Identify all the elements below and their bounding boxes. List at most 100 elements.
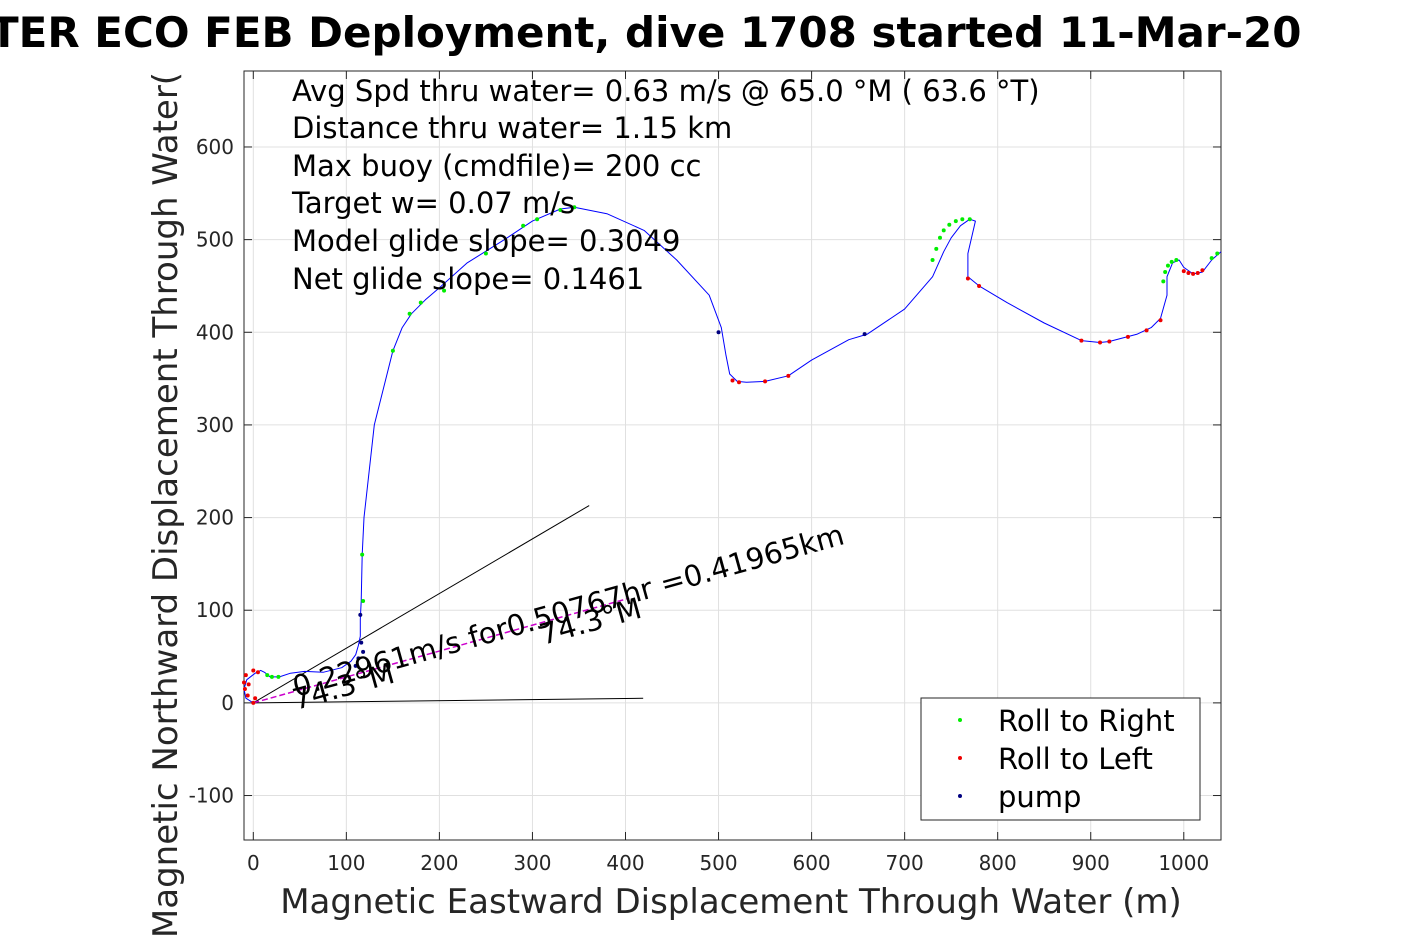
x-tick-label: 300 bbox=[513, 851, 551, 875]
roll-right-point bbox=[1163, 270, 1168, 275]
y-tick-label: 300 bbox=[196, 413, 234, 437]
roll-right-point bbox=[1165, 263, 1170, 268]
roll-left-point bbox=[1125, 334, 1130, 339]
pump-point bbox=[359, 640, 364, 645]
roll-right-point bbox=[265, 673, 270, 678]
roll-left-point bbox=[243, 673, 248, 678]
roll-right-point bbox=[967, 217, 972, 222]
roll-right-point bbox=[418, 300, 423, 305]
roll-left-point bbox=[242, 686, 247, 691]
roll-right-point bbox=[1169, 259, 1174, 264]
roll-right-point bbox=[953, 219, 958, 224]
x-tick-label: 200 bbox=[420, 851, 458, 875]
x-tick-label: 800 bbox=[979, 851, 1017, 875]
roll-right-point bbox=[407, 311, 412, 316]
roll-right-point bbox=[442, 288, 447, 293]
pump-point bbox=[361, 649, 366, 654]
roll-left-point bbox=[1107, 339, 1112, 344]
legend-label-roll-right: Roll to Right bbox=[998, 704, 1175, 738]
roll-right-point bbox=[535, 217, 540, 222]
y-tick-label: 500 bbox=[196, 228, 234, 252]
roll-left-point bbox=[1158, 318, 1163, 323]
pump-point bbox=[862, 332, 867, 337]
roll-left-point bbox=[977, 283, 982, 288]
x-tick-label: 500 bbox=[699, 851, 737, 875]
y-axis-label: Magnetic Northward Displacement Through … bbox=[146, 72, 186, 938]
roll-right-point bbox=[937, 235, 942, 240]
heading-reference-line bbox=[253, 505, 590, 704]
y-tick-label: 600 bbox=[196, 135, 234, 159]
legend-label-roll-left: Roll to Left bbox=[998, 742, 1153, 776]
current-vector-line bbox=[253, 597, 630, 704]
roll-left-point bbox=[1191, 271, 1196, 276]
y-tick-label: 200 bbox=[196, 506, 234, 530]
pump-point bbox=[358, 612, 363, 617]
roll-right-point bbox=[947, 222, 952, 227]
y-tick-label: 400 bbox=[196, 320, 234, 344]
roll-left-point bbox=[255, 670, 260, 675]
roll-right-point bbox=[276, 674, 281, 679]
legend-marker-roll-right bbox=[958, 718, 962, 722]
roll-right-point bbox=[483, 251, 488, 256]
legend: Roll to Right Roll to Left pump bbox=[920, 697, 1201, 821]
stats-annotations: Avg Spd thru water= 0.63 m/s @ 65.0 °M (… bbox=[291, 74, 1040, 296]
roll-right-point bbox=[360, 552, 365, 557]
y-tick-label: 100 bbox=[196, 598, 234, 622]
x-axis-label: Magnetic Eastward Displacement Through W… bbox=[280, 882, 1182, 922]
roll-left-point bbox=[763, 379, 768, 384]
x-tick-label: 600 bbox=[792, 851, 830, 875]
roll-left-point bbox=[245, 693, 250, 698]
roll-right-point bbox=[361, 598, 366, 603]
pump-point bbox=[716, 330, 721, 335]
roll-left-point bbox=[1098, 340, 1103, 345]
x-tick-label: 900 bbox=[1072, 851, 1110, 875]
roll-left-point bbox=[786, 373, 791, 378]
x-tick-label: 100 bbox=[327, 851, 365, 875]
roll-left-point bbox=[242, 680, 246, 685]
heading-reference-line bbox=[253, 697, 644, 704]
x-tick-label: 700 bbox=[886, 851, 924, 875]
x-tick-label: 1000 bbox=[1158, 851, 1209, 875]
roll-right-point bbox=[941, 228, 946, 233]
roll-right-point bbox=[930, 258, 935, 263]
chart-title: TER ECO FEB Deployment, dive 1708 starte… bbox=[0, 8, 1301, 57]
roll-right-point bbox=[1174, 258, 1179, 263]
roll-left-point bbox=[1181, 269, 1186, 274]
annotation-net-glide-slope: Net glide slope= 0.1461 bbox=[292, 262, 644, 296]
roll-left-point bbox=[1079, 338, 1084, 343]
x-tick-label: 400 bbox=[606, 851, 644, 875]
plot-area bbox=[243, 70, 1222, 841]
legend-marker-roll-left bbox=[958, 756, 962, 760]
pump-point bbox=[356, 656, 361, 661]
roll-right-point bbox=[521, 223, 526, 228]
roll-right-point bbox=[1209, 256, 1214, 261]
roll-left-point bbox=[253, 696, 258, 701]
roll-right-point bbox=[558, 207, 563, 212]
axis-ticks: 0 100 200 300 400 500 600 700 800 900 1000 -100 0 100… bbox=[189, 71, 1221, 875]
x-tick-label: 0 bbox=[247, 851, 260, 875]
roll-right-point bbox=[960, 217, 965, 222]
legend-label-pump: pump bbox=[998, 780, 1081, 814]
legend-marker-pump bbox=[958, 794, 962, 798]
annotation-target-w: Target w= 0.07 m/s bbox=[291, 186, 575, 220]
legend-box bbox=[920, 697, 1201, 821]
roll-left-point bbox=[1186, 270, 1191, 275]
roll-right-point bbox=[934, 246, 939, 251]
roll-right-point bbox=[572, 205, 577, 210]
roll-left-point bbox=[737, 380, 742, 385]
roll-right-point bbox=[269, 674, 274, 679]
roll-left-point bbox=[251, 668, 256, 673]
roll-right-point bbox=[1215, 251, 1220, 256]
annotation-model-glide-slope: Model glide slope= 0.3049 bbox=[292, 224, 680, 258]
roll-left-point bbox=[251, 700, 256, 705]
roll-left-point bbox=[1195, 270, 1200, 275]
y-tick-label: -100 bbox=[189, 784, 234, 808]
roll-left-point bbox=[730, 378, 735, 383]
roll-right-point bbox=[390, 348, 395, 353]
roll-left-point bbox=[1200, 268, 1205, 273]
annotation-max-buoy: Max buoy (cmdfile)= 200 cc bbox=[292, 149, 701, 183]
roll-left-point bbox=[965, 276, 970, 281]
marker-layer bbox=[242, 205, 1220, 705]
pump-point bbox=[353, 663, 358, 668]
